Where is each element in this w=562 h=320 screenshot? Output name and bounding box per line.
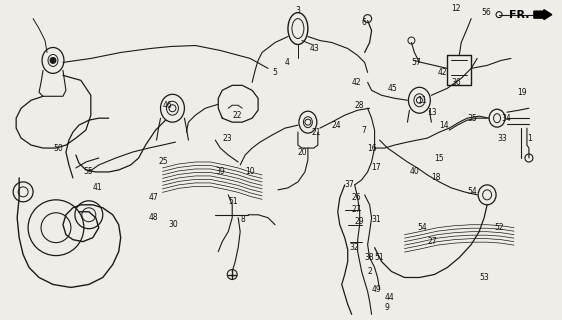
Text: 55: 55 bbox=[83, 167, 93, 176]
Text: 38: 38 bbox=[365, 253, 374, 262]
Text: 39: 39 bbox=[215, 167, 225, 176]
Text: 27: 27 bbox=[427, 237, 437, 246]
Text: 53: 53 bbox=[479, 273, 489, 282]
Text: 8: 8 bbox=[240, 215, 245, 224]
Text: 36: 36 bbox=[451, 78, 461, 87]
Text: 34: 34 bbox=[501, 114, 511, 123]
Text: 10: 10 bbox=[245, 167, 255, 176]
Text: 21: 21 bbox=[312, 128, 321, 137]
Text: 42: 42 bbox=[352, 78, 361, 87]
Text: 35: 35 bbox=[467, 114, 477, 123]
Text: 20: 20 bbox=[298, 148, 307, 156]
Text: 54: 54 bbox=[467, 188, 477, 196]
Text: 54: 54 bbox=[418, 223, 427, 232]
Text: 18: 18 bbox=[432, 173, 441, 182]
Text: 41: 41 bbox=[93, 183, 102, 192]
Text: 25: 25 bbox=[158, 157, 168, 166]
Text: 46: 46 bbox=[162, 101, 173, 110]
Text: 12: 12 bbox=[451, 4, 461, 13]
Text: 48: 48 bbox=[148, 213, 158, 222]
Text: 47: 47 bbox=[148, 193, 158, 202]
Text: 19: 19 bbox=[517, 88, 527, 97]
Text: 24: 24 bbox=[332, 121, 341, 130]
Text: 1: 1 bbox=[527, 133, 532, 143]
Text: 40: 40 bbox=[410, 167, 419, 176]
Text: 11: 11 bbox=[418, 96, 427, 105]
Text: 51: 51 bbox=[375, 253, 384, 262]
Text: 29: 29 bbox=[355, 217, 364, 226]
Text: 50: 50 bbox=[53, 144, 63, 153]
Text: 5: 5 bbox=[272, 68, 277, 77]
Text: 15: 15 bbox=[434, 154, 444, 163]
Text: 49: 49 bbox=[371, 285, 382, 294]
Circle shape bbox=[50, 58, 56, 63]
Text: 31: 31 bbox=[371, 215, 381, 224]
Text: 14: 14 bbox=[439, 121, 449, 130]
Text: 56: 56 bbox=[481, 8, 491, 17]
Text: 43: 43 bbox=[310, 44, 320, 53]
Text: 30: 30 bbox=[169, 220, 178, 229]
Text: 2: 2 bbox=[368, 267, 373, 276]
Text: 51: 51 bbox=[228, 197, 238, 206]
Text: 26: 26 bbox=[352, 193, 361, 202]
Text: 9: 9 bbox=[384, 303, 389, 312]
Text: 3: 3 bbox=[295, 6, 300, 15]
Text: 32: 32 bbox=[350, 243, 359, 252]
Text: 57: 57 bbox=[411, 58, 421, 67]
Text: 22: 22 bbox=[232, 111, 242, 120]
Text: 44: 44 bbox=[384, 293, 395, 302]
Text: 6: 6 bbox=[362, 18, 366, 27]
Text: 13: 13 bbox=[427, 108, 437, 117]
Text: 45: 45 bbox=[388, 84, 397, 93]
Text: 33: 33 bbox=[497, 133, 507, 143]
Text: 37: 37 bbox=[345, 180, 355, 189]
Text: 42: 42 bbox=[437, 68, 447, 77]
Text: 23: 23 bbox=[222, 133, 232, 143]
FancyArrow shape bbox=[534, 10, 552, 20]
Text: FR.: FR. bbox=[509, 10, 529, 20]
Text: 17: 17 bbox=[371, 164, 381, 172]
Text: 16: 16 bbox=[368, 144, 377, 153]
Text: 4: 4 bbox=[285, 58, 290, 67]
Text: 27: 27 bbox=[352, 205, 361, 214]
Text: 7: 7 bbox=[362, 126, 366, 135]
Text: 28: 28 bbox=[355, 101, 364, 110]
Text: 52: 52 bbox=[494, 223, 504, 232]
